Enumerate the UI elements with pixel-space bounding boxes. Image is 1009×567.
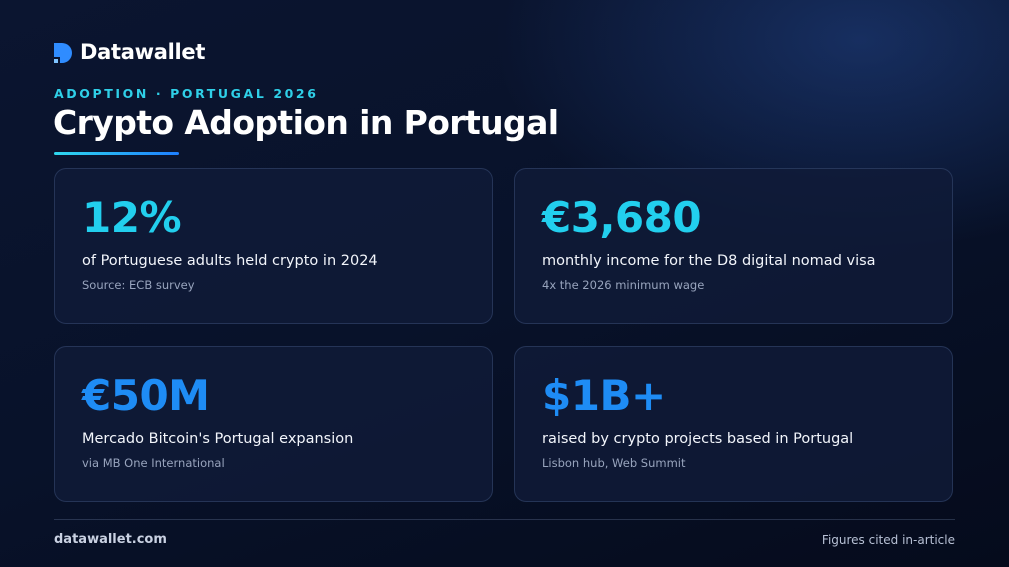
- stat-description: of Portuguese adults held crypto in 2024: [82, 253, 378, 269]
- stat-value: $1B+: [542, 371, 666, 420]
- stat-description: monthly income for the D8 digital nomad …: [542, 253, 876, 269]
- eyebrow: ADOPTION · PORTUGAL 2026: [54, 86, 319, 101]
- stat-value: €50M: [82, 371, 210, 420]
- stat-card: 12% of Portuguese adults held crypto in 2…: [54, 168, 493, 324]
- footer-note: Figures cited in-article: [821, 533, 955, 547]
- title: Crypto Adoption in Portugal: [53, 103, 559, 142]
- footer-site: datawallet.com: [54, 532, 167, 547]
- title-underline: [54, 152, 179, 155]
- stat-source: Lisbon hub, Web Summit: [542, 456, 686, 470]
- brand: Datawallet: [80, 40, 206, 64]
- stat-description: Mercado Bitcoin's Portugal expansion: [82, 431, 354, 447]
- stat-description: raised by crypto projects based in Portu…: [542, 431, 854, 447]
- stat-card: $1B+ raised by crypto projects based in P…: [514, 346, 953, 502]
- stat-card: €50M Mercado Bitcoin's Portugal expansion…: [54, 346, 493, 502]
- stat-source: 4x the 2026 minimum wage: [542, 278, 705, 292]
- stat-card: €3,680 monthly income for the D8 digital …: [514, 168, 953, 324]
- stat-value: €3,680: [542, 193, 702, 242]
- stat-source: via MB One International: [82, 456, 225, 470]
- footer-rule: [54, 519, 955, 520]
- stat-value: 12%: [82, 193, 182, 242]
- logo-icon: [54, 43, 72, 63]
- stat-source: Source: ECB survey: [82, 278, 195, 292]
